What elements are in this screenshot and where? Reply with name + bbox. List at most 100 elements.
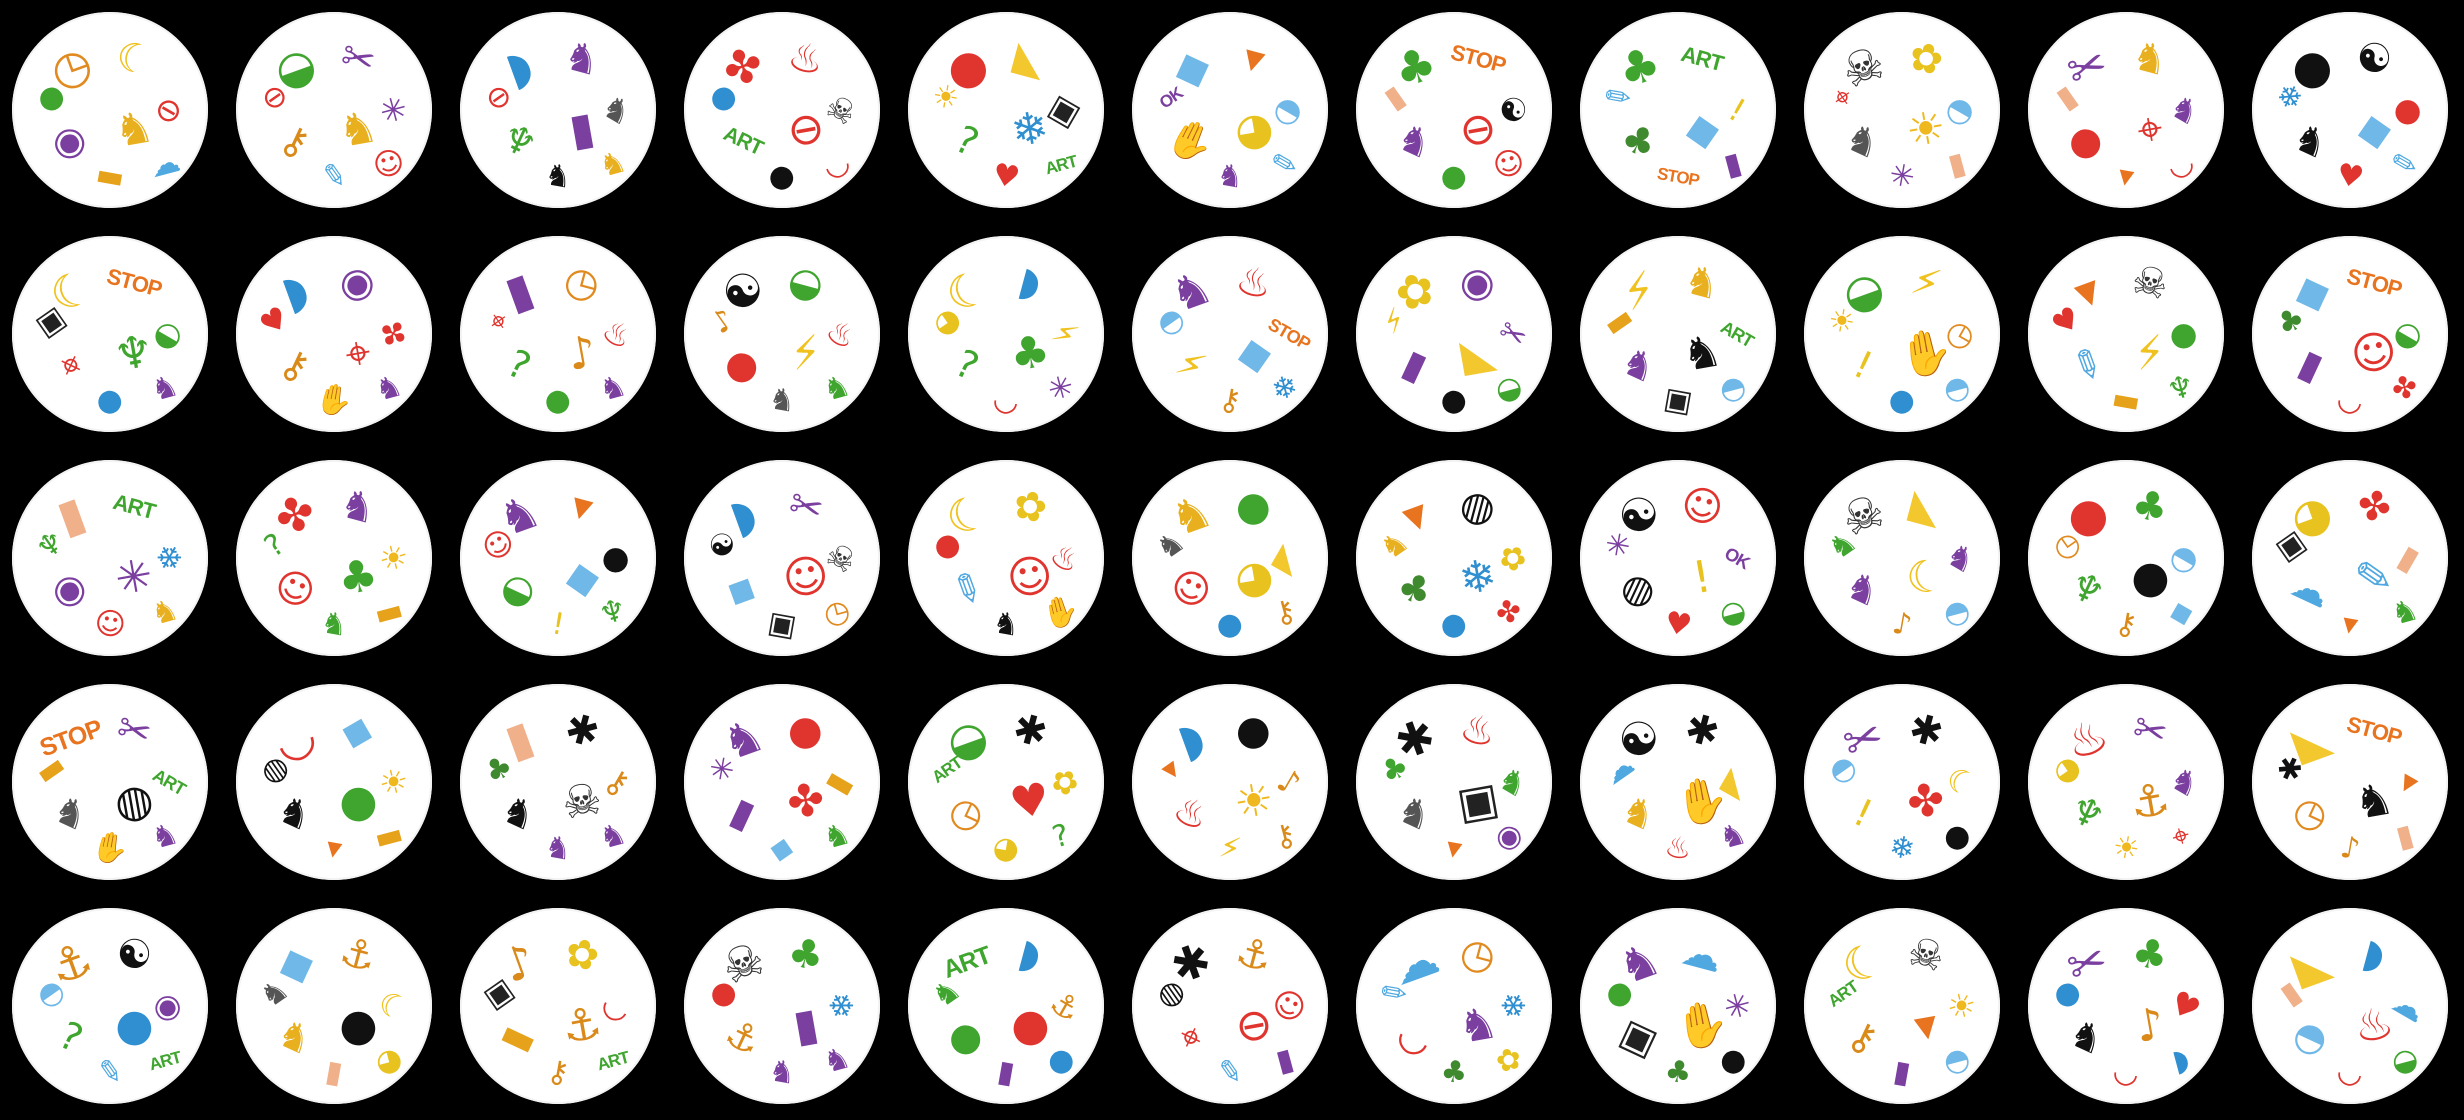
scissors-icon[interactable]: ✂ xyxy=(2127,704,2172,758)
ice-cube-icon[interactable]: ◆ xyxy=(767,828,797,868)
turtle-icon[interactable]: ◒ xyxy=(1491,368,1526,409)
carrot-icon[interactable]: ▾ xyxy=(2392,761,2426,803)
hand-icon[interactable]: ✋ xyxy=(1160,111,1222,172)
bomb-icon[interactable]: ● xyxy=(595,534,639,582)
drop-icon[interactable]: ● xyxy=(1043,1040,1078,1081)
leaf-icon[interactable]: ✤ xyxy=(2351,480,2396,534)
no-entry-icon[interactable]: ⊖ xyxy=(782,100,829,158)
knight-icon[interactable]: ♞ xyxy=(494,786,544,841)
treble-clef-icon[interactable]: ♪ xyxy=(1889,605,1915,644)
symbol-card[interactable]: ☾ STOP ◒ ♆ ⌖ ▣ ● ♞ xyxy=(12,236,208,432)
zebra-icon[interactable]: ♞ xyxy=(1390,786,1440,841)
symbol-card[interactable]: ☯ ☺ OK! ◍ ✳ ♥ ◒ xyxy=(1580,460,1776,656)
symbol-card[interactable]: ♞ ▾ ● ◆ ◒ ☺! ♆ xyxy=(460,460,656,656)
lightbulb-icon[interactable]: ◕ xyxy=(1230,100,1277,158)
anchor-icon[interactable]: ⚓ xyxy=(718,1010,768,1065)
art-word-label[interactable]: ART xyxy=(594,1047,631,1075)
heart-icon[interactable]: ♥ xyxy=(2162,982,2207,1030)
candle-icon[interactable]: ▮ xyxy=(565,101,598,157)
stop-sign-label[interactable]: STOP xyxy=(2343,711,2404,750)
stop-sign-label[interactable]: STOP xyxy=(103,263,164,302)
symbol-card[interactable]: ☠ ◣ ♞ ☾ ♞ ♞ ♪ ◓ xyxy=(1804,460,2000,656)
snowflake-icon[interactable]: ❄ xyxy=(1454,548,1501,606)
eye-icon[interactable]: ◉ xyxy=(46,562,96,617)
target-icon[interactable]: ⌖ xyxy=(340,325,375,381)
cat-icon[interactable]: ♞ xyxy=(334,480,381,534)
symbol-card[interactable]: ☠ ✿ ◓ ☀ ♞ ⌖ ✳ ▮ xyxy=(1804,12,2000,208)
dolphin-icon[interactable]: ◗ xyxy=(1013,930,1046,980)
pencil-icon[interactable]: ✎ xyxy=(2063,338,2111,393)
lock-icon[interactable]: ▣ xyxy=(1042,85,1088,135)
dolphin-icon[interactable]: ◗ xyxy=(2357,930,2390,980)
symbol-card[interactable]: ✱ ⚓ ☺ ⊖ ⌖ ◍ ✎ ▮ xyxy=(1132,908,1328,1104)
car-icon[interactable]: ▬ xyxy=(93,156,128,196)
leaf-icon[interactable]: ✤ xyxy=(782,772,829,830)
heart-icon[interactable]: ♥ xyxy=(2333,156,2367,196)
dragon-icon[interactable]: ♞ xyxy=(595,816,631,857)
dinosaur-icon[interactable]: ♞ xyxy=(925,971,968,1016)
apple-icon[interactable]: ● xyxy=(542,380,575,420)
treble-clef-icon[interactable]: ♪ xyxy=(1270,760,1308,804)
lips-icon[interactable]: ◡ xyxy=(990,380,1023,420)
ok-word-label[interactable]: OK xyxy=(1720,543,1753,573)
candle-icon[interactable]: ▮ xyxy=(1272,1041,1298,1080)
snowflake-icon[interactable]: ❄ xyxy=(1006,100,1053,158)
no-entry-icon[interactable]: ⊖ xyxy=(1454,100,1501,158)
heart-icon[interactable]: ♥ xyxy=(1005,772,1054,830)
symbol-card[interactable]: ◆ ▾ ◓ ◕ ✋ OK ♞ ✎ xyxy=(1132,12,1328,208)
drop-icon[interactable]: ● xyxy=(94,380,127,420)
symbol-card[interactable]: ☾ ◗ ⚡ ♣? ◕ ◡ ✳ xyxy=(908,236,1104,432)
drop-icon[interactable]: ● xyxy=(110,996,157,1054)
ladybug-icon[interactable]: ● xyxy=(782,704,829,758)
pencil-icon[interactable]: ✎ xyxy=(2350,548,2397,606)
clover-icon[interactable]: ♣ xyxy=(782,928,829,982)
baby-bottle-icon[interactable]: ▮ xyxy=(322,1053,346,1091)
art-word-label[interactable]: ART xyxy=(110,489,158,525)
clown-icon[interactable]: ☺ xyxy=(778,548,833,607)
car-icon[interactable]: ▬ xyxy=(370,815,407,857)
key-icon[interactable]: ⚷ xyxy=(1840,1011,1885,1064)
ice-cube-icon[interactable]: ◆ xyxy=(336,704,379,758)
symbol-card[interactable]: ☁ ◷ ❄ ♞ ◡ ✎ ♣ ✿ xyxy=(1356,908,1552,1104)
stop-sign-label[interactable]: STOP xyxy=(1655,163,1701,190)
bomb-icon[interactable]: ● xyxy=(1715,1040,1750,1081)
yin-yang-icon[interactable]: ☯ xyxy=(1490,86,1535,134)
symbol-card[interactable]: ● ♣ ◓ ● ♆ ◷ ⚷ ◆ xyxy=(2028,460,2224,656)
fire-icon[interactable]: ♨ xyxy=(818,310,863,358)
lightning-icon[interactable]: ⚡ xyxy=(1216,829,1244,868)
dinosaur-icon[interactable]: ♞ xyxy=(317,604,351,644)
carrot-icon[interactable]: ▾ xyxy=(2115,157,2137,195)
ghost-icon[interactable]: ☁ xyxy=(2284,561,2338,618)
moon-icon[interactable]: ☾ xyxy=(1938,758,1983,806)
clown-icon[interactable]: ☺ xyxy=(1675,479,1728,535)
clover-icon[interactable]: ♣ xyxy=(333,548,382,606)
sun-icon[interactable]: ☀ xyxy=(1938,982,1983,1030)
igloo-icon[interactable]: ◓ xyxy=(1939,1040,1974,1081)
symbol-card[interactable]: ⚡ ♞ ART ♞ ♞ ▬ ▣ ◓ xyxy=(1580,236,1776,432)
cheese-icon[interactable]: ◣ xyxy=(1008,32,1051,86)
cactus-icon[interactable]: ♆ xyxy=(2062,562,2112,617)
pencil-icon[interactable]: ✎ xyxy=(1214,1052,1246,1092)
drop-icon[interactable]: ● xyxy=(1886,380,1919,420)
pencil-icon[interactable]: ✎ xyxy=(318,156,350,196)
scissors-icon[interactable]: ✂ xyxy=(335,32,380,86)
symbol-card[interactable]: ▮ ART ❄ ✳ ◉ ♆ ☺ ♞ xyxy=(12,460,208,656)
question-mark-icon[interactable]: ? xyxy=(948,341,986,390)
turtle-icon[interactable]: ◒ xyxy=(782,256,829,310)
symbol-card[interactable]: STOP ✂ ART ◍ ♞ ▬ ✋ ♞ xyxy=(12,684,208,880)
sunglasses-icon[interactable]: ◍ xyxy=(110,772,157,830)
carrot-icon[interactable]: ▾ xyxy=(1237,34,1270,84)
candle-icon[interactable]: ▮ xyxy=(994,1053,1018,1091)
cat-icon[interactable]: ♞ xyxy=(541,828,575,868)
daisy-icon[interactable]: ✿ xyxy=(1492,1040,1526,1081)
bomb-icon[interactable]: ● xyxy=(2126,548,2173,606)
skull-icon[interactable]: ☠ xyxy=(2126,256,2173,310)
symbol-card[interactable]: ✤ ♨ ☠ ⊖ ART ● ● ◡ xyxy=(684,12,880,208)
knight-icon[interactable]: ♞ xyxy=(541,156,575,196)
igloo-icon[interactable]: ◓ xyxy=(1715,368,1750,409)
lock-icon[interactable]: ▣ xyxy=(1613,1009,1665,1065)
clown-icon[interactable]: ☺ xyxy=(1002,548,1057,607)
dog-icon[interactable]: ♞ xyxy=(109,100,158,158)
clock-icon[interactable]: ◷ xyxy=(819,592,854,633)
symbol-card[interactable]: ◡ ◆ ☀ ● ♞ ◍ ▾ ▬ xyxy=(236,684,432,880)
